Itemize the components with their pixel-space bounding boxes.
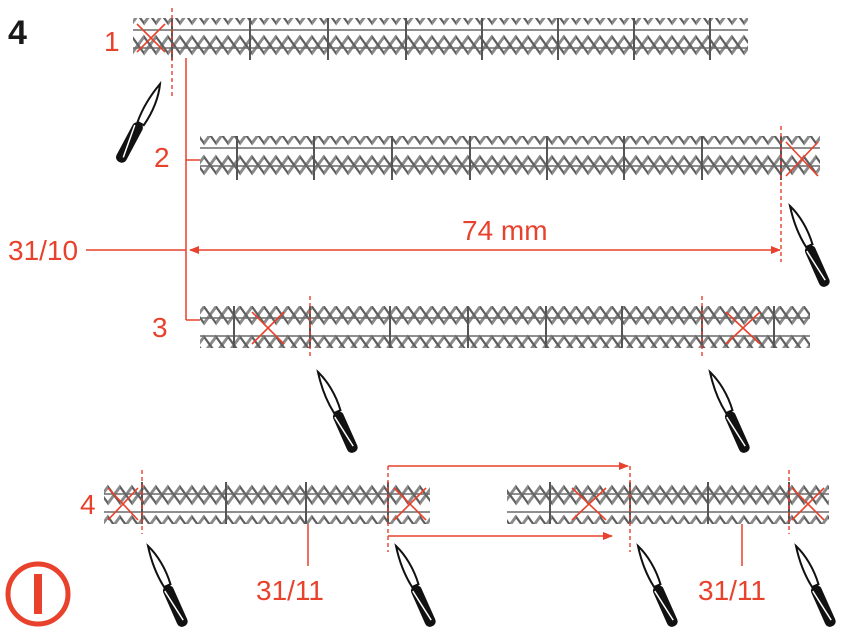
row-label-2: 2	[154, 142, 170, 173]
discard-mark-row-4-b	[393, 487, 427, 521]
discard-mark-row-3-right	[725, 311, 761, 345]
row-label-1: 1	[104, 26, 120, 57]
discard-mark-row-4-d	[791, 487, 825, 521]
discard-mark-row-4-a	[107, 487, 139, 521]
knife-icon	[390, 542, 439, 630]
reference-leader	[86, 58, 200, 321]
reference-label-31-10: 31/10	[8, 235, 78, 266]
length-label: 74 mm	[462, 215, 548, 246]
knife-icon	[312, 368, 361, 456]
strip-row-2	[200, 136, 820, 180]
knife-icon	[632, 542, 681, 630]
row-label-3: 3	[152, 312, 168, 343]
knife-icon	[790, 542, 839, 630]
strip-row-3	[200, 306, 810, 348]
discard-mark-row-3-left	[251, 311, 285, 345]
strip-row-1	[133, 18, 748, 60]
knife-icon	[784, 202, 833, 290]
row-label-4: 4	[80, 489, 96, 520]
step-number: 4	[8, 14, 27, 52]
strip-row-4-left	[104, 482, 430, 524]
reference-label-31-11-left: 31/11	[256, 575, 324, 606]
knife-icon	[704, 368, 753, 456]
discard-mark-row-1	[136, 23, 166, 53]
discard-mark-row-4-c	[571, 487, 607, 521]
reference-label-31-11-right: 31/11	[698, 575, 766, 606]
knife-icon	[142, 542, 191, 630]
discard-mark-row-2	[785, 141, 819, 177]
info-circle-icon	[5, 561, 71, 627]
strip-row-4-right	[507, 482, 829, 524]
